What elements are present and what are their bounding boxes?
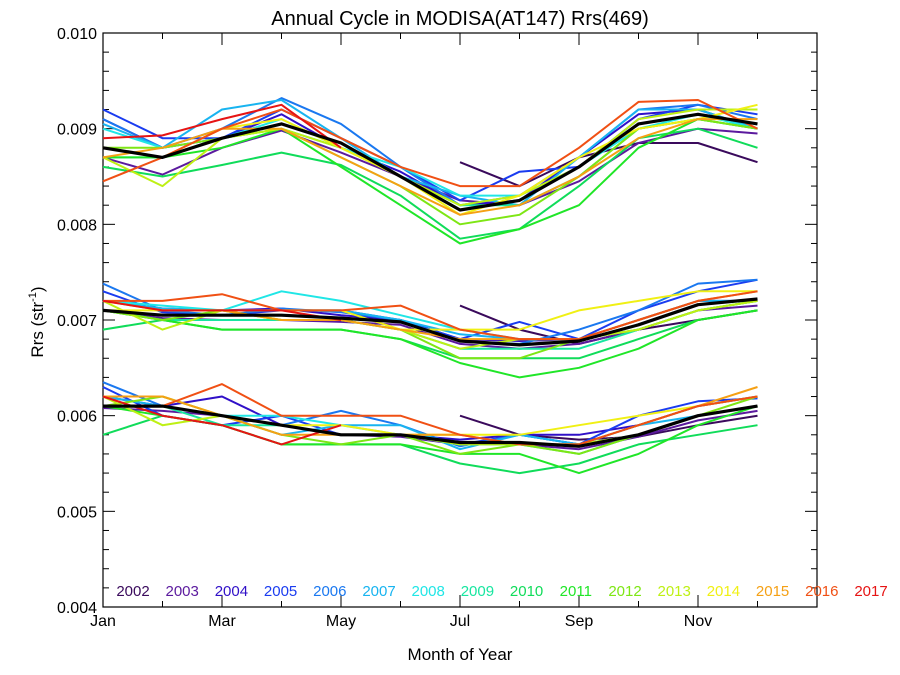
- legend-entry-2009: 2009: [461, 583, 494, 600]
- y-axis-label-end: ): [28, 286, 47, 292]
- legend-entry-2011: 2011: [560, 583, 592, 600]
- legend-entry-2003: 2003: [166, 583, 199, 600]
- y-axis-label: Rrs (str-1): [27, 286, 47, 357]
- x-tick-label: May: [326, 613, 356, 630]
- series-line-2016-lower: [103, 383, 758, 446]
- mean-line-lower: [103, 404, 758, 448]
- series-line-2010-upper: [102, 127, 758, 240]
- plot-area: 0.004 0.005 0.006 0.007 0.008 0.009 0.010 Jan Ma…: [57, 26, 888, 630]
- chart-title: Annual Cycle in MODISA(AT147) Rrs(469): [271, 8, 649, 30]
- x-tick-label: Mar: [208, 613, 236, 630]
- legend-entry-2015: 2015: [756, 583, 789, 600]
- mean-line-middle: [102, 297, 758, 347]
- legend-entry-2007: 2007: [362, 583, 395, 600]
- mean-line-upper: [102, 112, 758, 212]
- series-line-2016-middle: [103, 290, 758, 341]
- y-tick-label: 0.004: [57, 600, 97, 617]
- y-tick-label: 0.008: [57, 217, 97, 234]
- y-tick-label: 0.009: [57, 122, 97, 139]
- y-axis-label-main: Rrs (str: [28, 302, 47, 358]
- x-axis-label: Month of Year: [408, 645, 513, 664]
- series-line-2015-lower: [103, 386, 758, 446]
- legend-entry-2010: 2010: [510, 583, 543, 600]
- x-tick-label: Sep: [565, 613, 594, 630]
- legend-entry-2017: 2017: [854, 583, 887, 600]
- legend-entry-2002: 2002: [116, 583, 149, 600]
- x-tick-label: Jul: [450, 613, 470, 630]
- series-line-2011-middle: [102, 309, 758, 379]
- y-tick-label: 0.005: [57, 504, 97, 521]
- series-line-2002-upper: [459, 142, 758, 188]
- legend-entry-2008: 2008: [412, 583, 445, 600]
- legend-entry-2014: 2014: [707, 583, 740, 600]
- series-line-2017-middle: [102, 299, 342, 321]
- x-tick-label: Nov: [684, 613, 712, 630]
- legend-entry-2006: 2006: [313, 583, 346, 600]
- legend-entry-2004: 2004: [215, 583, 248, 600]
- legend-entry-2016: 2016: [805, 583, 838, 600]
- series-line-2013-upper: [102, 108, 758, 207]
- legend-entry-2013: 2013: [658, 583, 691, 600]
- series-line-2017-lower: [102, 395, 342, 446]
- series-line-2007-upper: [102, 99, 758, 207]
- series-line-2011-upper: [103, 118, 758, 245]
- y-tick-label: 0.007: [57, 313, 97, 330]
- series-line-2015-upper: [102, 118, 758, 216]
- x-tick-label: Jan: [90, 613, 116, 630]
- series-line-2016-upper: [102, 99, 758, 188]
- y-axis-label-sup: -1: [27, 292, 39, 302]
- y-tick-label: 0.010: [57, 26, 97, 43]
- legend-entry-2012: 2012: [608, 583, 641, 600]
- series-line-2017-upper: [102, 103, 342, 149]
- legend-entry-2005: 2005: [264, 583, 297, 600]
- series-line-2002-lower: [459, 414, 758, 441]
- y-tick-label: 0.006: [57, 409, 97, 426]
